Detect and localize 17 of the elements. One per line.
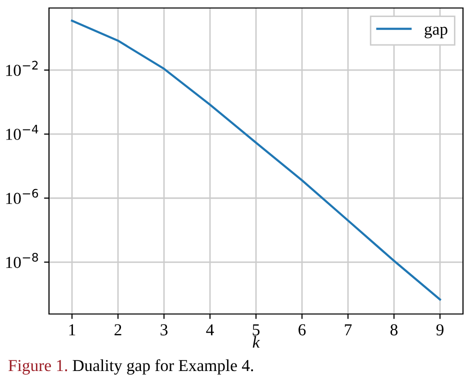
caption: Figure 1. — [8, 360, 68, 375]
text: Duality gap for Example 4. — [72, 359, 254, 375]
x-tick-label: 7 — [344, 324, 352, 336]
y-tick-label: 10$^{−6}$ — [6, 188, 38, 204]
x-tick-label: 6 — [298, 324, 306, 336]
x-tick-label: 1 — [69, 324, 76, 336]
x-tick-label: 5 — [252, 324, 260, 336]
x-tick-label: 2 — [114, 324, 122, 336]
x-tick-label: 4 — [206, 324, 214, 336]
x-tick-label: 9 — [436, 324, 444, 336]
x-axis-title: k — [252, 336, 260, 348]
y-tick-label: 10$^{−2}$ — [6, 60, 38, 76]
x-tick-label: 3 — [160, 324, 168, 336]
x-tick-label: 8 — [390, 324, 398, 336]
y-tick-label: 10$^{−8}$ — [6, 252, 38, 268]
legend-label: gap — [424, 26, 448, 38]
y-tick-label: 10$^{−4}$ — [6, 124, 38, 140]
